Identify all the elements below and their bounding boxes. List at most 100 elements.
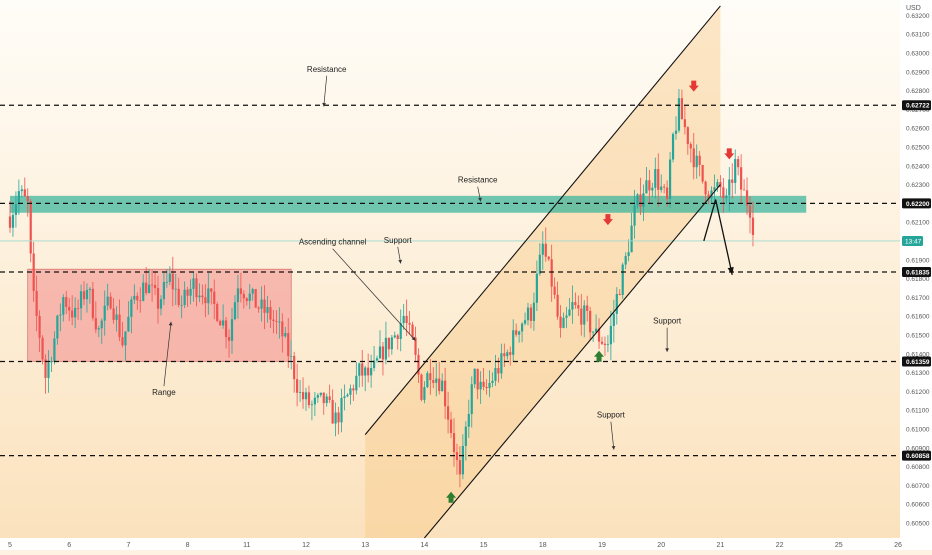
candle bbox=[597, 318, 601, 349]
candle bbox=[56, 314, 59, 345]
candle bbox=[660, 174, 663, 193]
candle bbox=[26, 188, 29, 217]
candle bbox=[523, 312, 527, 326]
candle bbox=[370, 354, 373, 388]
x-tick-label: 20 bbox=[657, 542, 665, 549]
channel-upper-line[interactable] bbox=[364, 5, 721, 435]
candle bbox=[142, 274, 145, 302]
candle bbox=[216, 301, 219, 323]
candle bbox=[381, 342, 385, 376]
y-tick-label: 0.61300 bbox=[906, 370, 930, 377]
candle bbox=[414, 326, 417, 363]
annotation-arrow bbox=[323, 75, 328, 107]
level-price-label: 0.61835 bbox=[906, 269, 930, 276]
candle bbox=[201, 284, 204, 305]
candle bbox=[349, 384, 352, 405]
candle bbox=[663, 183, 666, 194]
candle bbox=[88, 286, 92, 304]
candle bbox=[512, 319, 515, 362]
candle bbox=[420, 373, 423, 402]
candle bbox=[82, 281, 86, 306]
candle bbox=[677, 89, 681, 133]
candle bbox=[65, 290, 68, 315]
candle bbox=[589, 306, 592, 340]
candle bbox=[503, 343, 506, 367]
candle bbox=[130, 296, 133, 334]
x-tick-label: 15 bbox=[480, 542, 488, 549]
sell-arrow-icon bbox=[688, 80, 699, 92]
candle bbox=[239, 272, 242, 303]
level-price-tag bbox=[902, 100, 931, 111]
sell-arrow-icon bbox=[724, 148, 735, 160]
candle bbox=[586, 295, 589, 322]
candle bbox=[692, 132, 695, 180]
candle bbox=[346, 393, 349, 398]
candle bbox=[683, 105, 686, 135]
y-tick-label: 0.61000 bbox=[906, 426, 930, 433]
x-tick-label: 18 bbox=[539, 542, 547, 549]
candle bbox=[476, 368, 479, 400]
candle bbox=[236, 274, 240, 319]
candle bbox=[574, 292, 577, 309]
y-tick-label: 0.62800 bbox=[906, 88, 930, 95]
sell-arrow-icon bbox=[602, 214, 613, 226]
y-tick-label: 0.63000 bbox=[906, 50, 930, 57]
x-tick-label: 26 bbox=[894, 542, 902, 549]
candle bbox=[402, 304, 405, 330]
candle bbox=[615, 287, 618, 325]
candle bbox=[636, 193, 639, 209]
candle bbox=[429, 359, 432, 395]
x-tick-label: 13 bbox=[361, 542, 369, 549]
annotation-arrow bbox=[332, 248, 416, 341]
candle bbox=[227, 329, 231, 358]
annotation-arrowhead bbox=[665, 348, 670, 352]
candle bbox=[674, 116, 678, 140]
candle bbox=[38, 310, 41, 353]
candle bbox=[745, 177, 749, 215]
candle bbox=[455, 443, 459, 475]
candle bbox=[278, 307, 281, 339]
candle bbox=[94, 301, 97, 334]
candle bbox=[680, 89, 684, 120]
candle bbox=[183, 281, 186, 309]
candle bbox=[248, 284, 251, 310]
candle bbox=[734, 149, 737, 194]
range-box[interactable] bbox=[27, 268, 292, 362]
x-tick-label: 5 bbox=[8, 542, 12, 549]
candle bbox=[713, 174, 716, 202]
x-tick-label: 22 bbox=[776, 542, 784, 549]
channel-lower-line[interactable] bbox=[423, 184, 721, 539]
resistance-support-zone[interactable] bbox=[10, 195, 807, 213]
candle bbox=[550, 244, 553, 302]
x-tick-label: 25 bbox=[835, 542, 843, 549]
candle bbox=[464, 421, 467, 461]
candle bbox=[304, 387, 308, 411]
candle bbox=[417, 348, 420, 384]
candle bbox=[695, 144, 698, 179]
candle bbox=[399, 309, 402, 352]
candle bbox=[260, 286, 263, 322]
annotation-arrowhead bbox=[168, 321, 173, 326]
candle bbox=[11, 202, 15, 237]
candle bbox=[284, 326, 287, 338]
x-tick-label: 12 bbox=[302, 542, 310, 549]
y-tick-label: 0.62500 bbox=[906, 144, 930, 151]
candle bbox=[651, 182, 654, 198]
y-tick-label: 0.63100 bbox=[906, 32, 930, 39]
candle bbox=[186, 286, 189, 307]
candle bbox=[704, 180, 707, 204]
candle bbox=[313, 392, 316, 416]
candle bbox=[722, 177, 725, 213]
y-tick-label: 0.61800 bbox=[906, 276, 930, 283]
candle bbox=[307, 385, 311, 409]
candle bbox=[441, 373, 444, 392]
candle bbox=[269, 300, 272, 328]
candle bbox=[538, 243, 541, 276]
level-price-label: 0.62200 bbox=[906, 201, 930, 208]
candle bbox=[444, 367, 447, 420]
x-tick-label: 21 bbox=[717, 542, 725, 549]
projection-path[interactable] bbox=[703, 199, 733, 275]
candle bbox=[219, 319, 222, 326]
